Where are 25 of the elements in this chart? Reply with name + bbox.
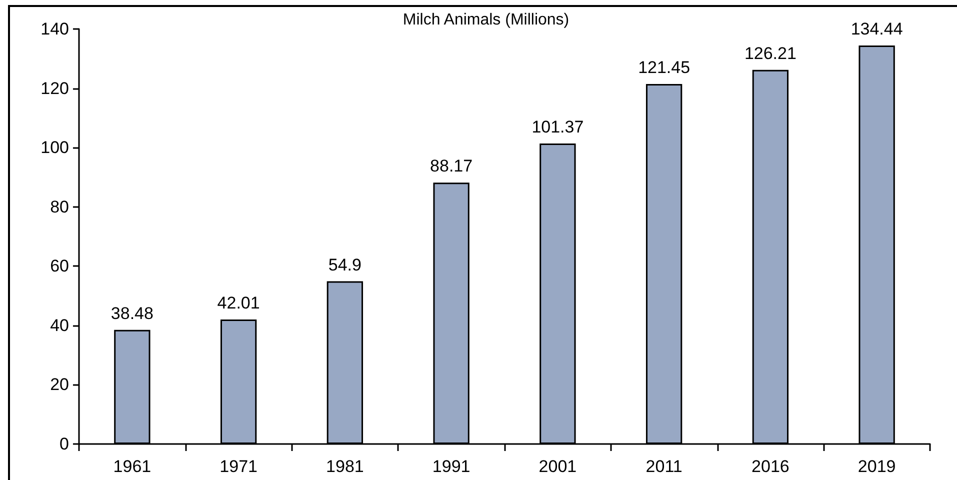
y-tick-label: 100 bbox=[40, 138, 69, 158]
chart-title: Milch Animals (Millions) bbox=[402, 12, 570, 28]
x-tick-label: 1971 bbox=[220, 457, 258, 476]
data-label: 121.45 bbox=[638, 58, 690, 77]
x-tick-label: 1981 bbox=[326, 457, 364, 476]
x-tick-label: 2011 bbox=[646, 457, 682, 476]
x-tick-label: 1961 bbox=[113, 457, 152, 476]
x-tick-label: 2001 bbox=[538, 457, 577, 476]
x-tick-label: 1991 bbox=[432, 457, 470, 476]
data-label: 126.21 bbox=[744, 44, 796, 63]
data-label: 134.44 bbox=[850, 19, 903, 38]
x-tick-label: 2019 bbox=[858, 457, 896, 476]
y-tick-label: 0 bbox=[60, 434, 69, 454]
y-tick-label: 120 bbox=[40, 78, 69, 98]
y-tick-label: 80 bbox=[50, 197, 69, 216]
data-label: 54.9 bbox=[328, 255, 362, 274]
y-tick-label: 60 bbox=[50, 256, 69, 276]
y-tick-label: 140 bbox=[40, 20, 69, 38]
y-tick-label: 40 bbox=[50, 316, 69, 335]
x-tick-label: 2016 bbox=[752, 457, 790, 476]
data-label: 38.48 bbox=[110, 304, 154, 323]
data-label: 42.01 bbox=[217, 293, 260, 312]
data-label: 101.37 bbox=[532, 118, 584, 137]
y-tick-label: 20 bbox=[50, 375, 69, 394]
data-label: 88.17 bbox=[430, 156, 473, 176]
